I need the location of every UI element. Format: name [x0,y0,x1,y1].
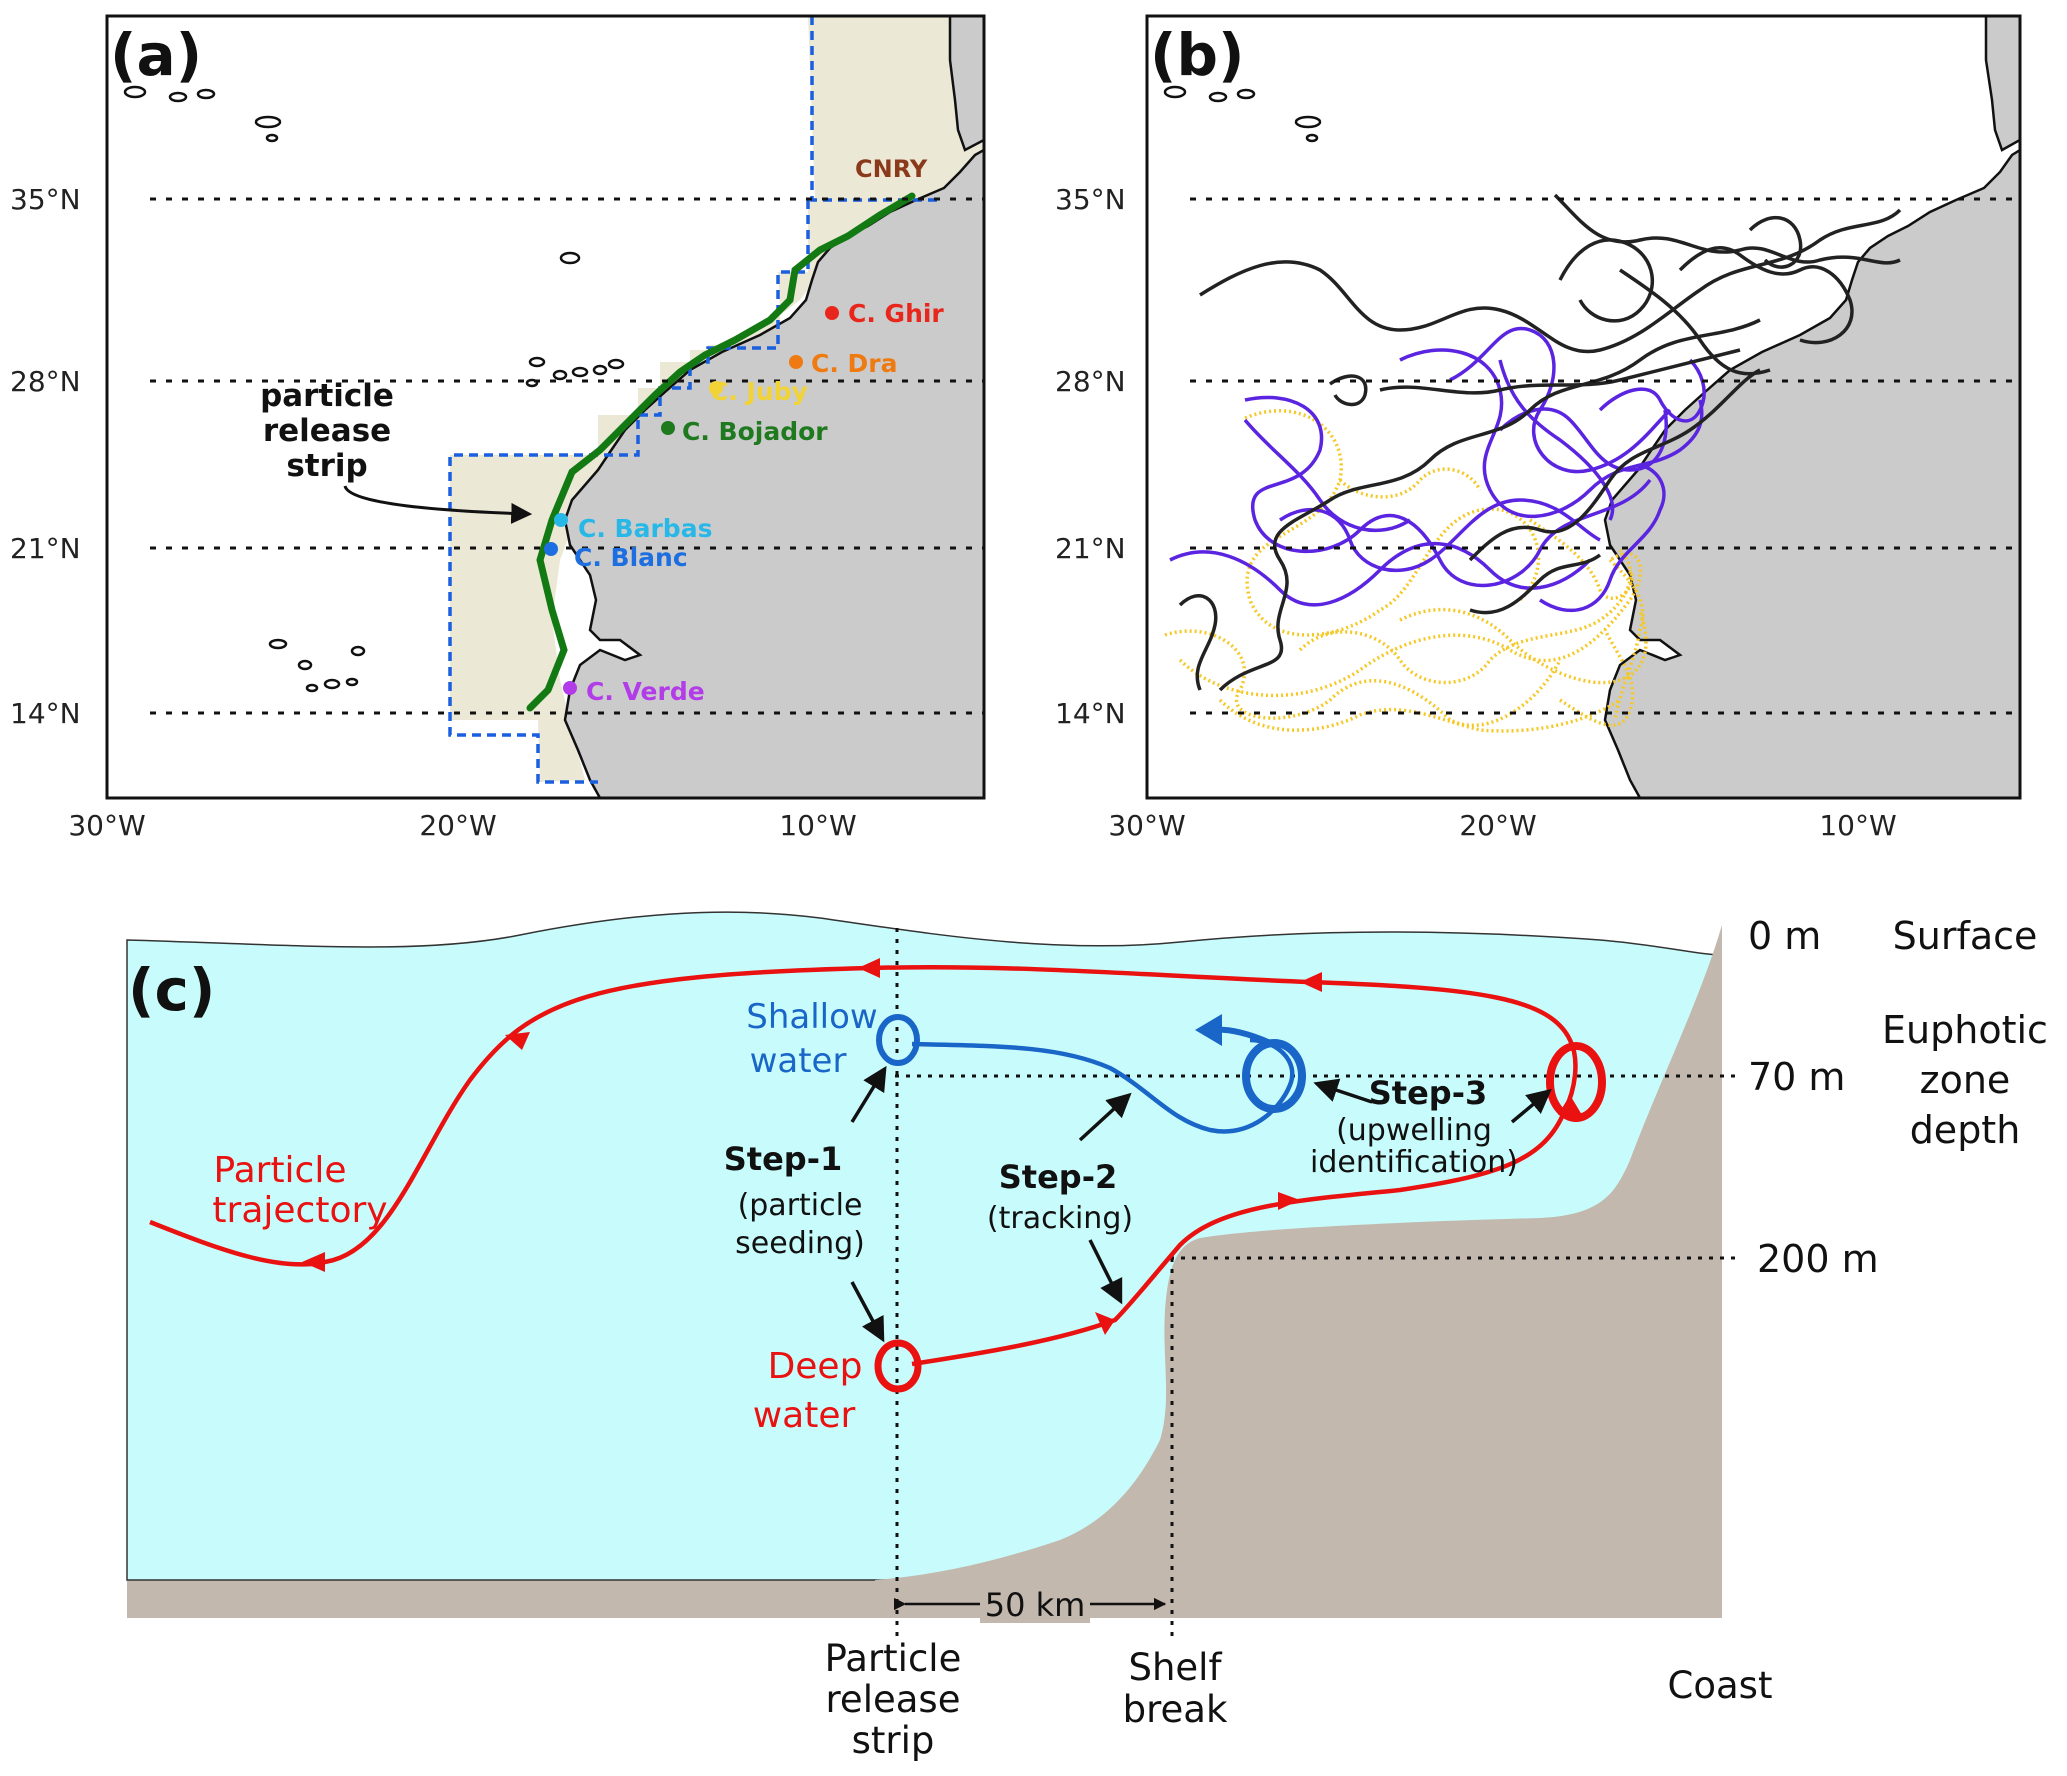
depth-0m: 0 m [1748,914,1821,958]
iberia-land-b [1984,16,2020,152]
cape-dra-dot [789,355,803,369]
strip-label-line1: particle [260,378,394,414]
euphotic-line2: zone [1920,1058,2011,1102]
upwelled-particle-circle [1546,1042,1606,1122]
lat-tick-35-a: 35°N [10,183,81,216]
lon-tick-10-a: 10°W [779,809,856,842]
cape-blanc-label: C. Blanc [574,543,688,572]
step1-title: Step-1 [724,1140,843,1178]
shelf-land [875,925,1722,1618]
strip-label-line2: release [263,413,391,449]
strip-label-line3: strip [286,448,367,484]
deep-water-line1: Deep [768,1346,863,1387]
lon-tick-30-a: 30°W [68,809,145,842]
iberia-land [948,16,984,152]
cape-verde-label: C. Verde [586,677,705,706]
lat-tick-28-b: 28°N [1055,365,1126,398]
lat-tick-28-a: 28°N [10,365,81,398]
trajectories-purple [1169,326,1706,612]
cnry-label: CNRY [855,155,928,183]
shallow-path [911,1037,1295,1134]
blue-arrowhead [1195,1014,1222,1046]
panel-b: (b) 35°N 28°N 21°N 14°N 30°W 20°W 10°W [1055,14,2022,842]
cape-bojador-dot [661,421,675,435]
particle-trajectory [149,964,1578,1367]
panel-a-frame [105,14,986,800]
islands [123,85,625,693]
cape-ghir-dot [825,306,839,320]
shallow-water-line2: water [750,1041,847,1081]
lat-gridlines-b [1190,197,2020,715]
shallow-water-line1: Shallow [746,997,877,1037]
lat-tick-14-a: 14°N [10,697,81,730]
shallow-particle-circle [876,1014,920,1066]
lon-tick-20-a: 20°W [419,809,496,842]
euphotic-line3: depth [1910,1108,2021,1152]
trajectory-label-line1: Particle [213,1150,346,1191]
release-caption-line3: strip [852,1719,935,1762]
strip-pointer-arrow [343,485,533,524]
surface-label: Surface [1893,914,2038,958]
step1-sub2: seeding) [735,1226,865,1261]
panel-b-label: (b) [1150,21,1245,89]
cape-markers [544,306,839,695]
panel-c: 50 km (c) [126,911,2048,1762]
cnry-region [450,16,984,782]
cape-barbas-label: C. Barbas [578,514,712,543]
lat-tick-21-b: 21°N [1055,532,1126,565]
trajectory-label-line2: trajectory [212,1190,387,1231]
cape-bojador-label: C. Bojador [682,417,828,446]
lon-tick-20-b: 20°W [1459,809,1536,842]
lon-tick-30-b: 30°W [1108,809,1185,842]
euphotic-line1: Euphotic [1882,1008,2048,1052]
cape-barbas-dot [554,513,568,527]
step-arrows [850,1065,1552,1343]
panel-a: C. Ghir C. Dra C. Juby C. Bojador C. Bar… [10,14,986,842]
step2-sub1: (tracking) [987,1201,1133,1236]
upwelling-loop-circle [1242,1039,1306,1113]
release-caption-line2: release [826,1678,961,1721]
lat-tick-21-a: 21°N [10,532,81,565]
trajectories-black [1178,193,1902,692]
step2-title: Step-2 [999,1158,1118,1196]
step3-sub1: (upwelling [1336,1113,1492,1148]
release-strip [526,192,916,712]
distance-label: 50 km [985,1586,1086,1624]
step1-sub1: (particle [738,1188,863,1223]
lat-tick-14-b: 14°N [1055,697,1126,730]
deep-water-line2: water [753,1395,856,1436]
lon-tick-10-b: 10°W [1819,809,1896,842]
cape-verde-dot [563,681,577,695]
step3-sub2: identification) [1310,1145,1518,1180]
distance-label-bg [980,1585,1090,1623]
coast-caption: Coast [1668,1664,1773,1707]
shelf-caption-line1: Shelf [1128,1646,1222,1689]
panel-a-label: (a) [110,21,202,89]
islands-b [1163,85,1322,143]
depth-200m: 200 m [1757,1237,1879,1281]
cape-juby-label: C. Juby [710,377,808,406]
deep-particle-circle [874,1339,922,1393]
cape-ghir-label: C. Ghir [848,299,944,328]
lat-tick-35-b: 35°N [1055,183,1126,216]
lat-gridlines-a [150,197,984,715]
depth-70m: 70 m [1748,1055,1845,1099]
step3-title: Step-3 [1369,1074,1488,1112]
cape-blanc-dot [544,542,558,556]
panel-c-label: (c) [128,956,215,1024]
panel-b-frame [1145,14,2022,800]
shelf-caption-line2: break [1123,1688,1228,1731]
cape-juby-dot [709,381,723,395]
cape-dra-label: C. Dra [811,349,898,378]
release-caption-line1: Particle [825,1637,962,1680]
